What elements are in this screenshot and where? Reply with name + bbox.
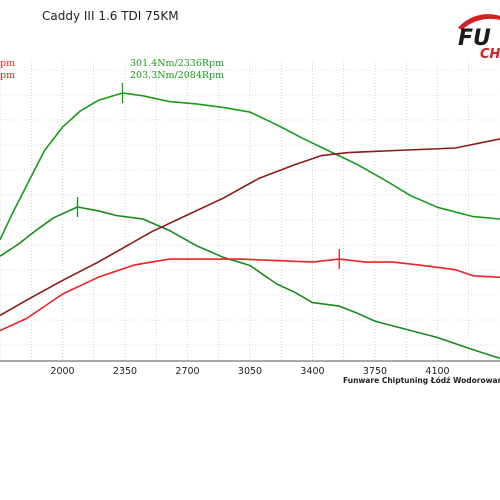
logo-sub-text: CH [480,47,500,62]
legend-stock-torque: 203.3Nm/2084Rpm [130,70,224,81]
x-tick-label-2700: 2700 [175,366,199,377]
x-tick-labels: 2000 2350 2700 3050 3400 3750 4100 [50,366,449,377]
x-tick-label-2350: 2350 [113,366,137,377]
logo-swoosh [458,14,500,30]
series-line-stock-power [0,258,500,332]
x-tick-label-3050: 3050 [238,366,262,377]
legend-left-top: pm [0,58,15,69]
series-line-tuned-torque [0,92,500,241]
x-tick-label-3400: 3400 [300,366,324,377]
peak-markers [76,83,340,270]
x-tick-label-2000: 2000 [50,366,74,377]
chart-title: Caddy III 1.6 TDI 75KM [42,9,179,23]
logo-main-text: FU [458,26,491,51]
logo: FU CH [458,14,500,62]
series-lines [0,92,500,360]
grid [0,62,500,361]
x-tick-label-3750: 3750 [363,366,387,377]
x-tick-label-4100: 4100 [425,366,449,377]
series-line-stock-torque [0,206,500,360]
series-line-tuned-power [0,138,500,317]
legend-tuned-torque: 301.4Nm/2336Rpm [130,58,224,69]
legend-left-bottom: pm [0,70,15,81]
footer-credit: Funware Chiptuning Łódź Wodorowanie T [343,376,500,385]
